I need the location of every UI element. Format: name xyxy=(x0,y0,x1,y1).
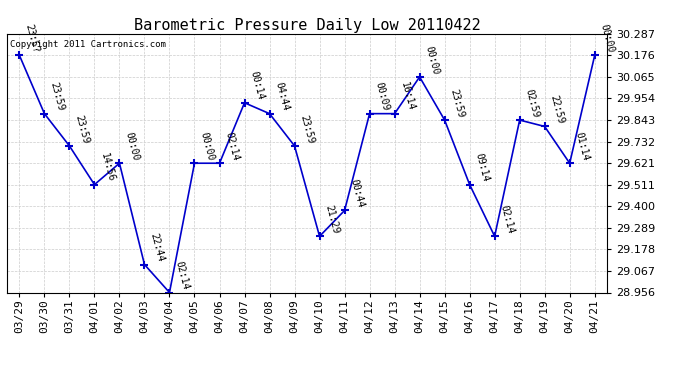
Text: 21:29: 21:29 xyxy=(324,204,341,235)
Text: Copyright 2011 Cartronics.com: Copyright 2011 Cartronics.com xyxy=(10,40,166,49)
Text: 00:14: 00:14 xyxy=(248,70,266,101)
Text: 23:59: 23:59 xyxy=(299,114,316,144)
Text: 02:14: 02:14 xyxy=(224,131,241,162)
Text: 00:00: 00:00 xyxy=(199,131,216,162)
Text: 00:44: 00:44 xyxy=(348,178,366,209)
Text: 14:56: 14:56 xyxy=(99,152,116,183)
Text: 02:14: 02:14 xyxy=(174,260,191,291)
Text: 04:44: 04:44 xyxy=(274,81,291,112)
Text: 22:59: 22:59 xyxy=(549,94,566,125)
Title: Barometric Pressure Daily Low 20110422: Barometric Pressure Daily Low 20110422 xyxy=(134,18,480,33)
Text: 02:59: 02:59 xyxy=(524,88,541,118)
Text: 00:00: 00:00 xyxy=(424,45,441,75)
Text: 22:44: 22:44 xyxy=(148,232,166,263)
Text: 23:59: 23:59 xyxy=(48,81,66,112)
Text: 23:59: 23:59 xyxy=(448,88,466,118)
Text: 16:14: 16:14 xyxy=(399,81,416,112)
Text: 00:00: 00:00 xyxy=(599,23,616,54)
Text: 01:14: 01:14 xyxy=(574,131,591,162)
Text: 09:14: 09:14 xyxy=(474,152,491,183)
Text: 23:5?: 23:5? xyxy=(23,23,41,54)
Text: 00:09: 00:09 xyxy=(374,81,391,112)
Text: 23:59: 23:59 xyxy=(74,114,91,144)
Text: 00:00: 00:00 xyxy=(124,131,141,162)
Text: 02:14: 02:14 xyxy=(499,204,516,235)
